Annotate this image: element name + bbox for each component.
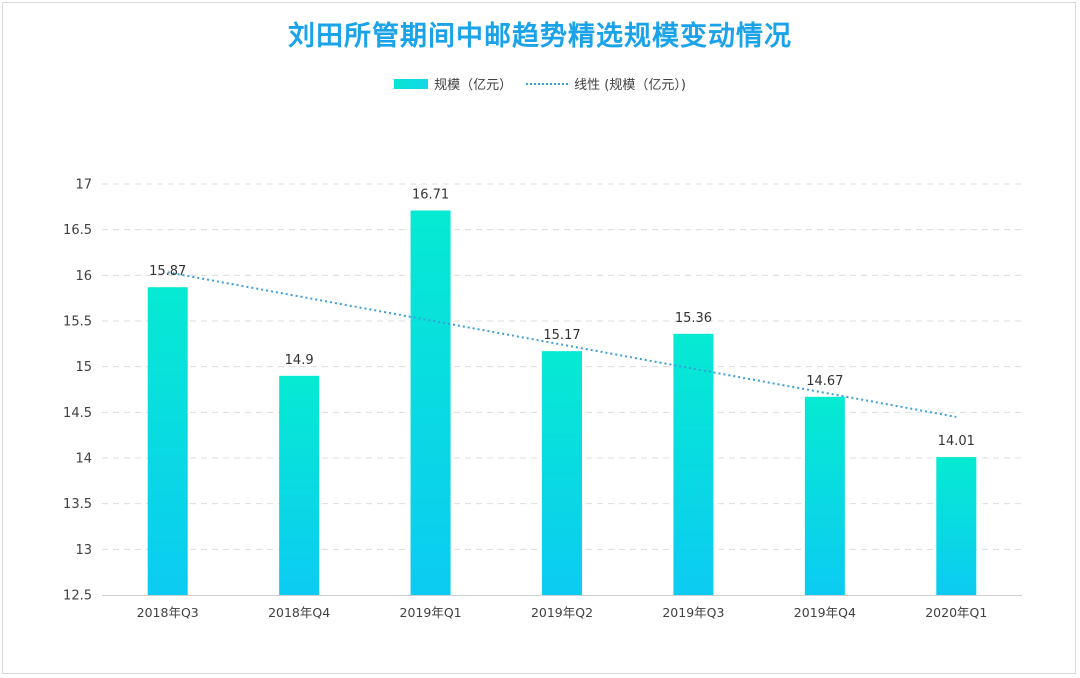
bars — [147, 210, 977, 595]
data-label: 15.87 — [149, 264, 186, 279]
y-tick-label: 16.5 — [63, 223, 92, 238]
data-label: 14.9 — [285, 353, 314, 368]
trendline-group — [167, 271, 957, 418]
y-axis: 12.5 13 13.5 14 14.5 15 15.5 16 16.5 17 — [63, 178, 92, 604]
bar — [147, 287, 188, 595]
legend: 规模（亿元） 线性 (规模（亿元）) — [0, 74, 1080, 93]
y-tick-label: 13.5 — [63, 497, 92, 512]
x-tick-label: 2019年Q1 — [400, 605, 462, 620]
data-label: 14.67 — [806, 374, 843, 389]
y-tick-label: 12.5 — [63, 589, 92, 604]
y-tick-label: 15 — [75, 360, 92, 375]
bar — [410, 210, 451, 595]
x-tick-label: 2018年Q4 — [268, 605, 330, 620]
legend-trendline-label: 线性 (规模（亿元）) — [574, 78, 686, 93]
x-tick-label: 2019年Q2 — [531, 605, 593, 620]
x-tick-label: 2019年Q4 — [794, 605, 856, 620]
bar — [542, 351, 582, 595]
y-tick-label: 13 — [75, 543, 92, 558]
y-tick-label: 14 — [75, 452, 92, 467]
bar — [279, 375, 320, 595]
data-label: 15.17 — [543, 328, 580, 343]
legend-trendline-swatch — [526, 82, 569, 85]
data-label: 15.36 — [675, 311, 712, 326]
x-tick-label: 2018年Q3 — [137, 605, 199, 620]
bar — [673, 333, 714, 595]
x-tick-label: 2019年Q3 — [662, 605, 724, 620]
bar — [936, 457, 977, 595]
chart-title: 刘田所管期间中邮趋势精选规模变动情况 — [288, 21, 792, 52]
legend-bar-swatch — [394, 78, 429, 89]
y-tick-label: 16 — [75, 269, 92, 284]
y-tick-label: 15.5 — [63, 315, 92, 330]
x-tick-label: 2020年Q1 — [925, 605, 987, 620]
x-axis: 2018年Q3 2018年Q4 2019年Q1 2019年Q2 2019年Q3 2019年… — [102, 595, 1022, 620]
legend-bar-label: 规模（亿元） — [434, 78, 513, 93]
y-tick-label: 17 — [75, 178, 92, 193]
trendline — [167, 271, 957, 418]
data-labels: 15.87 14.9 16.71 15.17 15.36 14.67 14.01 — [149, 187, 975, 449]
bar — [804, 396, 845, 595]
data-label: 16.71 — [412, 187, 449, 202]
data-label: 14.01 — [938, 434, 975, 449]
y-tick-label: 14.5 — [63, 406, 92, 421]
